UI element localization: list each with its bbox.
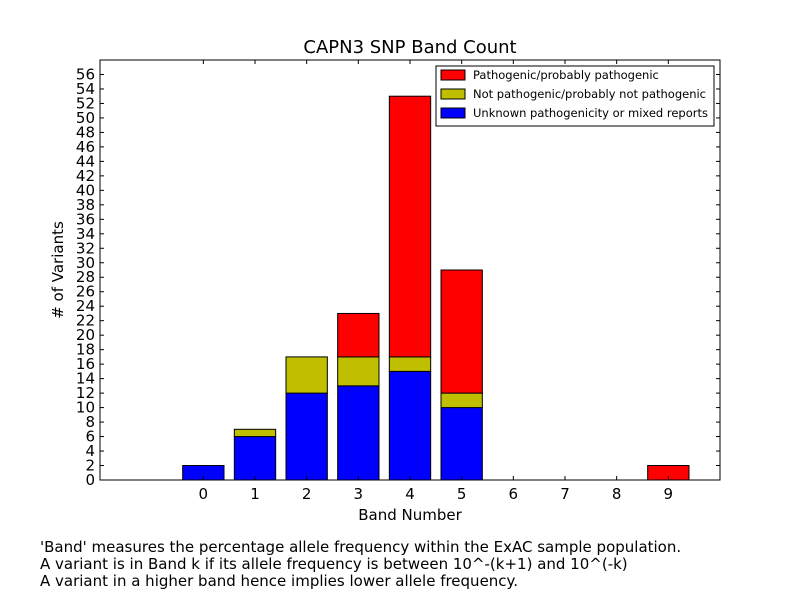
chart-title: CAPN3 SNP Band Count — [303, 37, 516, 58]
legend-swatch — [440, 107, 466, 119]
legend-label: Unknown pathogenicity or mixed reports — [473, 106, 708, 120]
bar-band-4-series-1 — [388, 356, 432, 372]
y-tick-label: 38 — [76, 196, 95, 214]
bar-band-2-series-0 — [285, 392, 328, 481]
bar-band-2-series-1 — [285, 356, 328, 394]
y-tick-label: 42 — [76, 167, 95, 185]
y-tick-label: 46 — [76, 138, 95, 156]
bar-band-3-series-0 — [337, 385, 380, 481]
bar-band-5-series-0 — [440, 407, 483, 481]
y-tick-label: 56 — [76, 65, 95, 83]
bar-band-3-series-1 — [337, 356, 380, 387]
y-tick-label: 18 — [76, 341, 95, 359]
y-tick-label: 10 — [76, 399, 95, 417]
bar-band-5-series-1 — [440, 392, 483, 409]
bar-band-4-series-2 — [388, 95, 432, 358]
x-axis-label: Band Number — [358, 506, 462, 524]
y-tick-label: 22 — [76, 312, 95, 330]
legend-swatch — [440, 69, 466, 81]
x-tick-label: 7 — [560, 485, 570, 503]
y-tick-label: 14 — [76, 370, 95, 388]
x-tick-label: 5 — [457, 485, 467, 503]
y-tick-label: 48 — [76, 123, 95, 141]
x-tick-label: 2 — [302, 485, 312, 503]
x-tick-label: 0 — [199, 485, 209, 503]
bar-band-4-series-0 — [388, 370, 432, 481]
bar-band-1-series-1 — [233, 428, 277, 438]
y-tick-label: 30 — [76, 254, 95, 272]
y-tick-label: 12 — [76, 384, 95, 402]
x-tick-label: 9 — [664, 485, 674, 503]
y-tick-label: 32 — [76, 239, 95, 257]
legend-label: Not pathogenic/probably not pathogenic — [473, 87, 706, 101]
y-tick-label: 24 — [76, 297, 95, 315]
y-tick-label: 8 — [85, 413, 95, 431]
y-tick-label: 16 — [76, 355, 95, 373]
y-tick-label: 0 — [85, 471, 95, 489]
caption-line-3: A variant in a higher band hence implies… — [40, 572, 519, 590]
legend-swatch — [440, 88, 466, 100]
y-tick-label: 34 — [76, 225, 95, 243]
y-tick-label: 40 — [76, 181, 95, 199]
y-tick-label: 54 — [76, 80, 95, 98]
x-tick-label: 4 — [405, 485, 415, 503]
y-tick-label: 20 — [76, 326, 95, 344]
x-tick-label: 3 — [354, 485, 364, 503]
bars-group — [182, 95, 690, 481]
legend-frame — [435, 65, 715, 127]
chart: CAPN3 SNP Band Count 0246810121416182022… — [49, 37, 721, 524]
x-tick-label: 1 — [250, 485, 260, 503]
y-tick-label: 4 — [85, 442, 95, 460]
y-tick-label: 52 — [76, 94, 95, 112]
y-tick-label: 44 — [76, 152, 95, 170]
caption-line-1: 'Band' measures the percentage allele fr… — [40, 538, 682, 556]
y-tick-label: 6 — [85, 428, 95, 446]
y-axis: 0246810121416182022242628303234363840424… — [76, 65, 720, 489]
legend-label: Pathogenic/probably pathogenic — [473, 68, 659, 82]
y-tick-label: 36 — [76, 210, 95, 228]
x-tick-label: 6 — [509, 485, 519, 503]
y-tick-label: 2 — [85, 457, 95, 475]
legend: Pathogenic/probably pathogenic Not pathog… — [435, 65, 715, 127]
y-tick-label: 26 — [76, 283, 95, 301]
y-tick-label: 28 — [76, 268, 95, 286]
y-tick-label: 50 — [76, 109, 95, 127]
x-tick-label: 8 — [612, 485, 622, 503]
x-axis: 0 1 2 3 4 5 6 7 8 9 — [199, 60, 674, 503]
caption-line-2: A variant is in Band k if its allele fre… — [40, 555, 628, 573]
bar-band-5-series-2 — [440, 269, 483, 394]
bar-band-1-series-0 — [233, 436, 277, 481]
caption: 'Band' measures the percentage allele fr… — [40, 539, 681, 590]
y-axis-label: # of Variants — [49, 221, 67, 319]
bar-band-3-series-2 — [337, 312, 380, 358]
